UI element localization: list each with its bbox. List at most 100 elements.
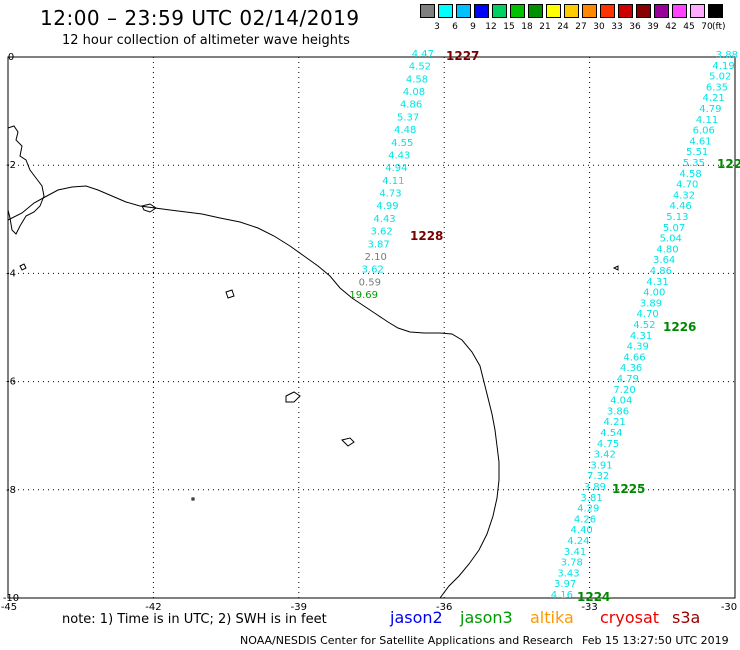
wave-height-value: 4.99 xyxy=(376,201,398,212)
wave-height-value: 19.69 xyxy=(349,290,378,301)
legend-label: 21 xyxy=(539,22,551,32)
wave-height-value: 7.20 xyxy=(613,385,635,396)
wave-height-value: 4.43 xyxy=(388,150,410,161)
lon-label: -39 xyxy=(291,602,307,613)
legend-swatch xyxy=(546,4,561,18)
wave-height-value: 3.87 xyxy=(368,239,390,250)
legend-swatch xyxy=(654,4,669,18)
wave-height-value: 4.19 xyxy=(712,61,734,72)
legend-swatch xyxy=(582,4,597,18)
legend-label: 70 xyxy=(701,22,713,32)
wave-height-value: 3.86 xyxy=(607,406,629,417)
graticule xyxy=(8,57,735,598)
lon-label: -45 xyxy=(1,602,17,613)
wave-height-value: 4.29 xyxy=(577,504,599,515)
wave-height-value: 5.51 xyxy=(686,147,708,158)
legend-swatch xyxy=(438,4,453,18)
coastline-north xyxy=(7,125,45,235)
wave-height-value: 6.35 xyxy=(706,82,728,93)
legend-label: 15 xyxy=(503,22,515,32)
legend-label: 30 xyxy=(593,22,605,32)
wave-height-value: 4.58 xyxy=(406,74,428,85)
wave-height-value: 5.04 xyxy=(660,234,682,245)
coastline-brazil xyxy=(7,185,500,599)
pass-time-label: 1224 xyxy=(577,590,610,604)
wave-height-value: 4.21 xyxy=(703,93,725,104)
wave-height-value: 3.97 xyxy=(554,579,576,590)
wave-height-value: 4.24 xyxy=(567,536,589,547)
wave-height-value: 5.35 xyxy=(683,158,705,169)
wave-height-value: 3.91 xyxy=(590,460,612,471)
wave-height-value: 3.41 xyxy=(564,547,586,558)
map-title: 12:00 – 23:59 UTC 02/14/2019 xyxy=(40,6,360,30)
wave-height-value: 5.13 xyxy=(666,212,688,223)
legend-label: 36 xyxy=(629,22,641,32)
wave-height-value: 4.47 xyxy=(412,49,434,60)
wave-height-value: 4.31 xyxy=(630,331,652,342)
legend-label: 33 xyxy=(611,22,623,32)
wave-height-value: 4.70 xyxy=(637,309,659,320)
lon-label: -42 xyxy=(145,602,161,613)
wave-height-value: 4.00 xyxy=(643,288,665,299)
wave-height-value: 4.54 xyxy=(600,428,622,439)
lon-label: -36 xyxy=(436,602,452,613)
wave-height-value: 4.70 xyxy=(676,180,698,191)
legend-swatch xyxy=(510,4,525,18)
wave-height-value: 4.31 xyxy=(646,277,668,288)
pass-time-label: 1228 xyxy=(410,229,443,243)
legend-swatch xyxy=(420,4,435,18)
wave-height-value: 4.48 xyxy=(394,125,416,136)
lat-label: -6 xyxy=(6,377,16,388)
island-e xyxy=(19,263,27,271)
satellite-s3a: s3a xyxy=(672,608,701,627)
wave-height-value: 3.78 xyxy=(561,558,583,569)
wave-height-value: 3.42 xyxy=(594,450,616,461)
legend-label: 24 xyxy=(557,22,569,32)
map-frame xyxy=(7,56,736,599)
island-a xyxy=(141,203,157,213)
map-subtitle: 12 hour collection of altimeter wave hei… xyxy=(62,33,350,48)
wave-height-value: 4.43 xyxy=(373,214,395,225)
wave-height-value: 4.40 xyxy=(571,525,593,536)
wave-height-value: 4.66 xyxy=(623,352,645,363)
wave-height-value: 4.58 xyxy=(679,169,701,180)
satellite-jason3: jason3 xyxy=(460,608,513,627)
wave-height-value: 4.11 xyxy=(696,115,718,126)
wave-height-value: 4.94 xyxy=(385,163,407,174)
axis-labels: -45 -42 -39 -36 -33 -30 0 -2 -4 -6 -8 -10 xyxy=(1,52,737,613)
satellite-cryosat: cryosat xyxy=(600,608,660,627)
island-d xyxy=(341,437,355,447)
wave-height-value: 4.79 xyxy=(699,104,721,115)
legend-label: 3 xyxy=(434,22,440,32)
wave-height-value: 4.75 xyxy=(597,439,619,450)
wave-height-value: 4.21 xyxy=(604,417,626,428)
wave-height-value: 5.02 xyxy=(709,72,731,83)
legend-label: 27 xyxy=(575,22,587,32)
wave-height-value: 4.46 xyxy=(670,201,692,212)
wave-height-value: 4.55 xyxy=(391,138,413,149)
credit-line: NOAA/NESDIS Center for Satellite Applica… xyxy=(240,634,574,647)
lat-label: -8 xyxy=(6,485,16,496)
wave-height-value: 4.86 xyxy=(400,100,422,111)
wave-height-value: 0.59 xyxy=(359,277,381,288)
wave-height-value: 4.11 xyxy=(382,176,404,187)
satellite-jason2: jason2 xyxy=(390,608,443,627)
lat-label: -2 xyxy=(6,160,16,171)
wave-height-value: 2.10 xyxy=(365,252,387,263)
wave-height-value: 4.36 xyxy=(620,363,642,374)
island-b xyxy=(225,289,235,299)
pass-time-label: 122 xyxy=(717,157,740,171)
pass-time-label: 1226 xyxy=(663,320,696,334)
legend-swatch xyxy=(456,4,471,18)
wave-height-value: 4.73 xyxy=(379,189,401,200)
wave-height-value: 4.52 xyxy=(633,320,655,331)
legend-label: 6 xyxy=(452,22,458,32)
wave-height-value: 3.89 xyxy=(584,482,606,493)
footnote: note: 1) Time is in UTC; 2) SWH is in fe… xyxy=(62,612,327,627)
legend-label: 12 xyxy=(485,22,497,32)
generation-timestamp: Feb 15 13:27:50 UTC 2019 xyxy=(582,634,729,647)
wave-height-value: 4.16 xyxy=(551,590,573,601)
wave-height-value: 4.61 xyxy=(689,136,711,147)
wave-height-value: 4.26 xyxy=(574,514,596,525)
